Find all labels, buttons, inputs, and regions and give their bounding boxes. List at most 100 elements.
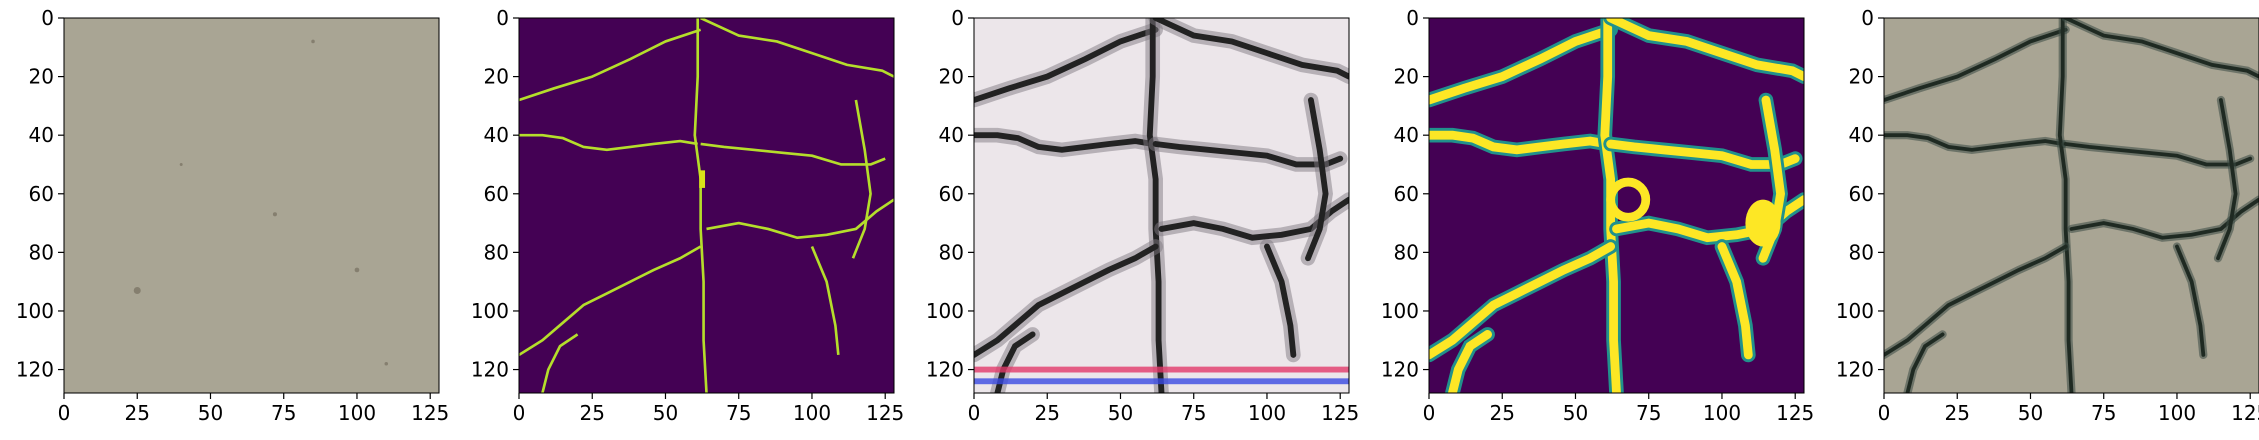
crack-line	[1448, 330, 1492, 393]
y-tick: 0	[1406, 6, 1429, 30]
x-tick: 0	[513, 393, 526, 425]
y-tick-label: 80	[939, 240, 964, 264]
y-tick: 0	[496, 6, 519, 30]
x-tick-label: 75	[1181, 401, 1206, 425]
x-tick-label: 100	[1703, 401, 1741, 425]
crack-line	[1146, 18, 1165, 393]
x-tick: 125	[2231, 393, 2259, 425]
crack-line	[1884, 27, 2068, 102]
x-tick: 0	[58, 393, 70, 425]
x-tick: 100	[2158, 393, 2196, 425]
x-tick-label: 50	[653, 401, 678, 425]
x-tick-label: 25	[580, 401, 605, 425]
y-tick-label: 100	[926, 299, 964, 323]
y-tick-label: 80	[29, 240, 54, 264]
x-tick: 50	[1563, 393, 1588, 425]
y-tick-label: 100	[1836, 299, 1874, 323]
y-tick: 0	[951, 6, 974, 30]
y-tick: 60	[939, 182, 974, 206]
y-tick: 100	[16, 299, 64, 323]
y-tick: 20	[1849, 65, 1884, 89]
x-tick-label: 100	[1248, 401, 1286, 425]
crack-line	[693, 18, 708, 393]
panel-svg: 0 25 50 75 100 125 0 20 40 60 80 100 120	[1836, 6, 2259, 425]
y-tick-label: 120	[926, 358, 964, 382]
y-tick-label: 0	[41, 6, 54, 30]
x-tick-label: 125	[1321, 401, 1359, 425]
y-tick-label: 20	[1849, 65, 1874, 89]
crack-line	[1884, 133, 2065, 152]
x-tick: 0	[968, 393, 981, 425]
y-tick: 40	[484, 123, 519, 147]
y-tick: 40	[29, 123, 64, 147]
y-tick-label: 100	[1381, 299, 1419, 323]
y-tick: 20	[1394, 65, 1429, 89]
x-tick-label: 100	[2158, 401, 2196, 425]
panel-svg: 0 25 50 75 100 125 0 20 40 60 80 100 120	[16, 6, 449, 425]
x-tick: 75	[2091, 393, 2116, 425]
crack-line	[1264, 243, 1297, 358]
y-tick-label: 20	[939, 65, 964, 89]
x-tick-label: 125	[411, 401, 449, 425]
y-tick-label: 40	[939, 123, 964, 147]
crack-line	[974, 26, 1159, 103]
x-tick: 0	[1423, 393, 1436, 425]
y-tick: 80	[939, 240, 974, 264]
y-tick: 60	[29, 182, 64, 206]
crack-line	[2063, 18, 2259, 79]
x-tick: 50	[2018, 393, 2043, 425]
crack-line	[1429, 242, 1616, 360]
panel-svg: 0 25 50 75 100 125 0 20 40 60 80 100 120	[926, 6, 1359, 425]
x-tick: 100	[1248, 393, 1286, 425]
crack-line	[519, 245, 702, 357]
y-tick: 80	[484, 240, 519, 264]
y-tick-label: 60	[1849, 182, 1874, 206]
crack-line	[1305, 97, 1329, 262]
y-tick: 20	[484, 65, 519, 89]
y-tick: 0	[41, 6, 64, 30]
y-tick-label: 40	[484, 123, 509, 147]
y-tick-label: 120	[1381, 358, 1419, 382]
y-tick: 100	[471, 299, 519, 323]
y-tick-label: 100	[16, 299, 54, 323]
crack-line	[2175, 244, 2206, 357]
x-tick: 100	[1703, 393, 1741, 425]
x-tick: 100	[338, 393, 376, 425]
x-tick-label: 0	[513, 401, 526, 425]
crack-line	[1429, 25, 1616, 105]
crack-line	[1905, 332, 1945, 393]
x-tick: 75	[726, 393, 751, 425]
x-tick: 25	[580, 393, 605, 425]
y-tick: 40	[939, 123, 974, 147]
panel-svg: 0 25 50 75 100 125 0 20 40 60 80 100 120	[471, 6, 904, 425]
x-tick: 125	[1776, 393, 1814, 425]
crack-line	[974, 243, 1159, 358]
y-tick: 100	[1836, 299, 1884, 323]
y-tick-label: 80	[1394, 240, 1419, 264]
crack-line	[1152, 18, 1349, 80]
x-tick: 50	[1108, 393, 1133, 425]
panel-svg: 0 25 50 75 100 125 0 20 40 60 80 100 120	[1381, 6, 1814, 425]
y-tick: 60	[1394, 182, 1429, 206]
x-tick-label: 50	[1108, 401, 1133, 425]
y-tick-label: 20	[1394, 65, 1419, 89]
x-tick-label: 0	[968, 401, 981, 425]
axes-frame	[973, 17, 1350, 394]
crack-line	[519, 133, 698, 152]
y-tick-label: 60	[29, 182, 54, 206]
crack-line	[2057, 18, 2074, 393]
y-tick-label: 100	[471, 299, 509, 323]
panel-generated-texture: 0 25 50 75 100 125 0 20 40 60 80 100 120	[910, 0, 1359, 440]
x-tick-label: 0	[1423, 401, 1436, 425]
x-tick-label: 75	[271, 401, 296, 425]
y-tick: 20	[939, 65, 974, 89]
y-tick: 120	[16, 358, 64, 382]
panel-input-texture: 0 25 50 75 100 125 0 20 40 60 80 100 120	[0, 0, 449, 440]
y-tick-label: 120	[471, 358, 509, 382]
y-tick-label: 120	[16, 358, 54, 382]
x-tick-label: 100	[338, 401, 376, 425]
axes-frame	[1428, 17, 1805, 394]
y-tick-label: 40	[29, 123, 54, 147]
y-tick-label: 60	[484, 182, 509, 206]
panel-crack-mask: 0 25 50 75 100 125 0 20 40 60 80 100 120	[455, 0, 904, 440]
